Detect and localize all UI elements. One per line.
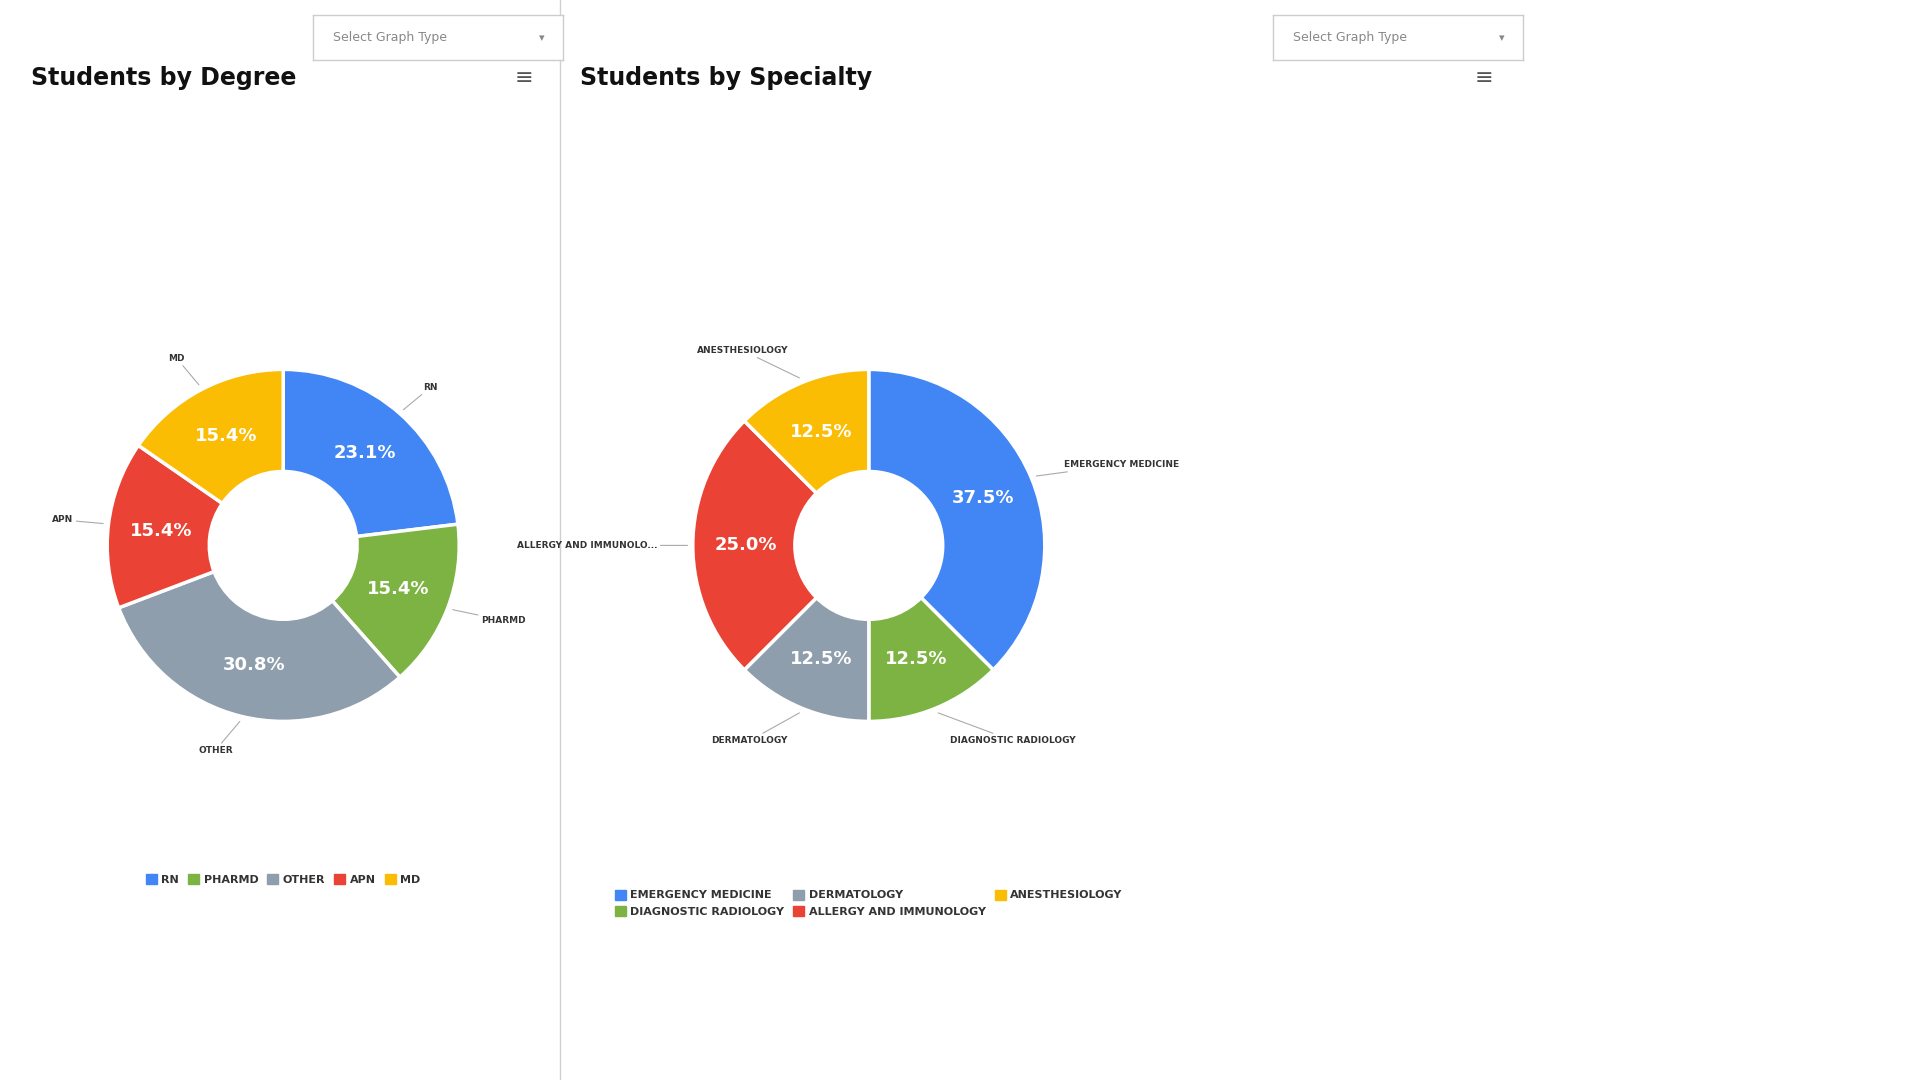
Text: OTHER: OTHER [198,721,240,755]
Wedge shape [119,571,399,721]
Text: ANESTHESIOLOGY: ANESTHESIOLOGY [697,346,799,378]
Text: ≡: ≡ [515,68,534,87]
Text: 30.8%: 30.8% [223,656,284,674]
Text: DIAGNOSTIC RADIOLOGY: DIAGNOSTIC RADIOLOGY [939,713,1075,745]
Legend: RN, PHARMD, OTHER, APN, MD: RN, PHARMD, OTHER, APN, MD [142,870,424,889]
Text: ALLERGY AND IMMUNOLO...: ALLERGY AND IMMUNOLO... [516,541,687,550]
Text: 23.1%: 23.1% [334,444,396,462]
Text: DERMATOLOGY: DERMATOLOGY [712,713,799,745]
Text: RN: RN [403,382,438,409]
Text: 12.5%: 12.5% [885,650,947,669]
Text: 15.4%: 15.4% [131,522,192,540]
Text: Select Graph Type: Select Graph Type [1292,31,1407,44]
Text: ▾: ▾ [1500,32,1505,43]
Wedge shape [868,369,1044,670]
Wedge shape [138,369,282,503]
Wedge shape [693,421,816,670]
Wedge shape [282,369,457,537]
Legend: EMERGENCY MEDICINE, DIAGNOSTIC RADIOLOGY, DERMATOLOGY, ALLERGY AND IMMUNOLOGY, A: EMERGENCY MEDICINE, DIAGNOSTIC RADIOLOGY… [612,887,1125,920]
Text: 12.5%: 12.5% [791,650,852,669]
Wedge shape [745,597,868,721]
Text: 15.4%: 15.4% [367,580,430,598]
Wedge shape [868,597,993,721]
Text: Students by Degree: Students by Degree [31,66,296,90]
Wedge shape [108,445,223,608]
Text: PHARMD: PHARMD [453,610,526,625]
Text: 12.5%: 12.5% [791,422,852,441]
Text: 25.0%: 25.0% [714,537,778,554]
Text: EMERGENCY MEDICINE: EMERGENCY MEDICINE [1037,460,1179,476]
Text: Students by Specialty: Students by Specialty [580,66,872,90]
Text: 37.5%: 37.5% [952,489,1014,508]
Text: ≡: ≡ [1475,68,1494,87]
Wedge shape [745,369,870,494]
Text: MD: MD [169,354,200,384]
Text: APN: APN [52,515,104,525]
Wedge shape [332,524,459,677]
Text: ▾: ▾ [540,32,545,43]
Text: Select Graph Type: Select Graph Type [332,31,447,44]
Text: 15.4%: 15.4% [194,428,257,445]
